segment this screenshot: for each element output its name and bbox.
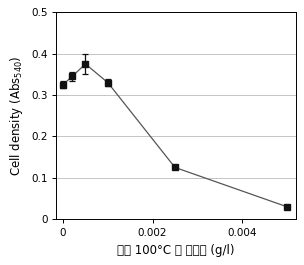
X-axis label: 지유 100°C 물 추출물 (g/l): 지유 100°C 물 추출물 (g/l)	[117, 244, 235, 257]
Y-axis label: Cell density (Abs$_{\mathregular{540}}$): Cell density (Abs$_{\mathregular{540}}$)	[8, 55, 25, 176]
